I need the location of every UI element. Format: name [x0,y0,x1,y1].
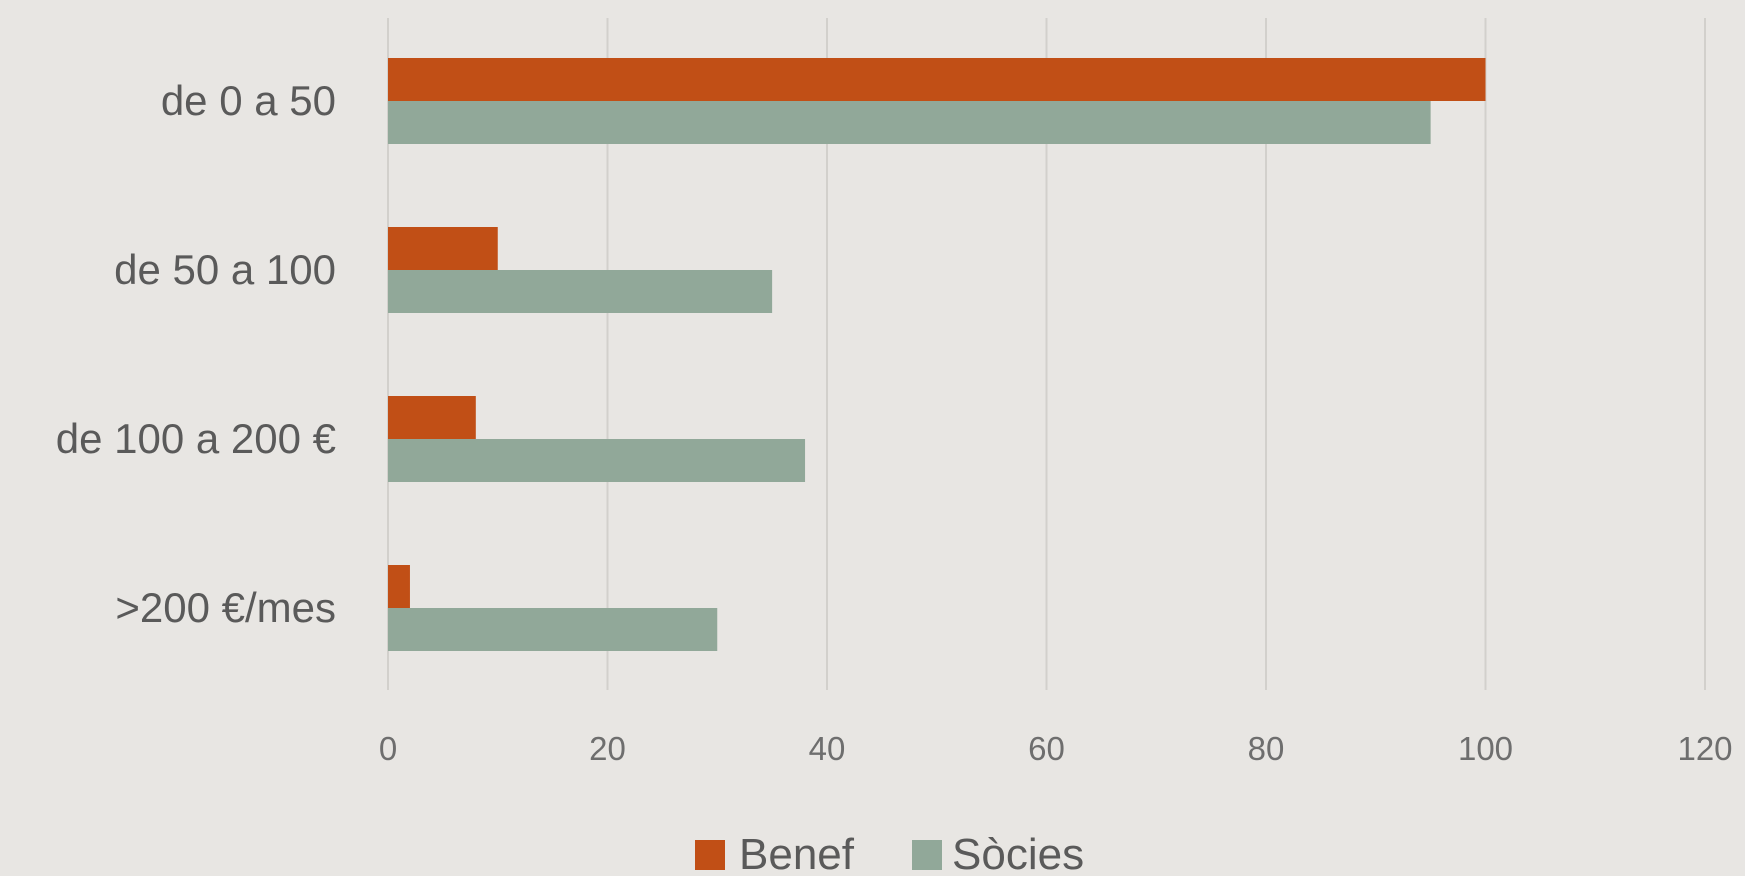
x-tick-label: 100 [1458,730,1513,767]
bars [388,58,1486,651]
x-tick-label: 20 [589,730,626,767]
x-tick-label: 0 [379,730,397,767]
bar-benef [388,565,410,608]
x-tick-label: 40 [809,730,846,767]
category-label: de 0 a 50 [161,77,336,124]
legend-label-socies: Sòcies [952,830,1084,876]
legend-swatch-socies [912,840,942,870]
bar-socies [388,101,1431,144]
bar-benef [388,227,498,270]
bar-socies [388,270,773,313]
legend-label-benef: Benef [739,830,855,876]
x-tick-label: 60 [1028,730,1065,767]
category-labels: de 0 a 50 de 50 a 100 de 100 a 200 € >200 €… [56,77,336,631]
bar-socies [388,608,718,651]
bar-socies [388,439,806,482]
category-label: de 100 a 200 € [56,415,336,462]
category-label: de 50 a 100 [114,246,336,293]
bar-benef [388,396,476,439]
x-tick-label: 120 [1677,730,1732,767]
x-tick-labels: 0 20 40 60 80 100 120 [379,730,1733,767]
legend-swatch-benef [695,840,725,870]
bar-benef [388,58,1486,101]
category-label: >200 €/mes [115,584,336,631]
legend: Benef Sòcies [695,830,1084,876]
x-tick-label: 80 [1248,730,1285,767]
